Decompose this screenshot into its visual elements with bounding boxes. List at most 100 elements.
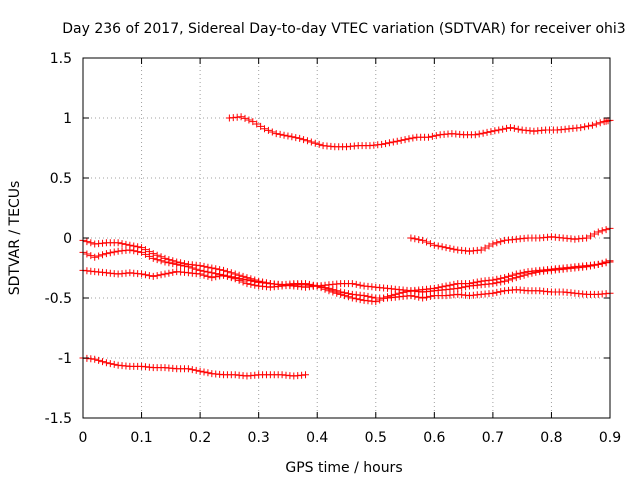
data-point — [276, 130, 284, 138]
data-point — [405, 135, 413, 143]
data-point — [479, 129, 487, 137]
data-point — [302, 371, 310, 379]
data-point — [257, 122, 265, 130]
data-point — [356, 281, 364, 289]
data-point — [333, 287, 341, 295]
grid — [83, 58, 610, 418]
data-point — [514, 125, 522, 133]
data-point — [499, 125, 507, 133]
data-point — [586, 262, 594, 270]
data-point — [602, 226, 610, 234]
data-point — [489, 280, 497, 288]
data-point — [592, 120, 600, 128]
data-point — [157, 257, 165, 265]
x-tick-label: 0.8 — [540, 430, 562, 446]
data-point — [241, 114, 249, 122]
data-point — [532, 268, 540, 276]
data-point — [583, 263, 591, 271]
data-point — [501, 277, 509, 285]
data-point — [134, 248, 142, 256]
data-point — [393, 137, 401, 145]
data-point — [200, 368, 208, 376]
data-point — [577, 124, 585, 132]
x-tick-label: 0.9 — [599, 430, 621, 446]
data-point — [196, 270, 204, 278]
data-point — [126, 246, 134, 254]
data-point — [83, 250, 91, 258]
data-point — [497, 288, 505, 296]
data-point — [106, 249, 114, 257]
data-point — [149, 272, 157, 280]
data-point — [454, 284, 462, 292]
x-axis-label: GPS time / hours — [285, 460, 402, 476]
data-point — [341, 289, 349, 297]
data-point — [91, 355, 99, 363]
y-axis-label: SDTVAR / TECUs — [7, 181, 23, 296]
data-point — [516, 272, 524, 280]
ticks: 0 0.1 0.2 0.3 0.4 0.5 0.6 0.7 0.8 0.9 -1.5 -1 -0.5 0 0… — [45, 51, 621, 446]
data-point — [506, 124, 514, 132]
data-point — [583, 234, 591, 242]
data-point — [423, 293, 431, 301]
data-point — [145, 252, 153, 260]
data-point — [169, 260, 177, 268]
data-point — [253, 120, 261, 128]
data-point — [153, 256, 161, 264]
y-tick-label: 0.5 — [50, 171, 72, 187]
data-point — [110, 360, 118, 368]
data-point — [196, 367, 204, 375]
data-point — [245, 116, 253, 124]
y-tick-label: -0.5 — [45, 291, 72, 307]
data-point — [288, 133, 296, 141]
x-tick-label: 0 — [79, 430, 88, 446]
data-point — [442, 244, 450, 252]
data-point — [415, 293, 423, 301]
data-point — [95, 356, 103, 364]
data-point — [325, 284, 333, 292]
data-point — [497, 238, 505, 246]
data-point — [495, 126, 503, 134]
data-point — [434, 242, 442, 250]
x-tick-label: 0.7 — [482, 430, 504, 446]
data-point — [300, 136, 308, 144]
data-point — [292, 134, 300, 142]
data-point — [165, 259, 173, 267]
data-point — [122, 240, 130, 248]
data-point — [99, 251, 107, 259]
data-point — [200, 271, 208, 279]
data-point — [505, 276, 513, 284]
data-point — [184, 365, 192, 373]
data-point — [118, 240, 126, 248]
data-point — [503, 124, 511, 132]
data-point — [212, 273, 220, 281]
data-point — [462, 283, 470, 291]
data-point — [475, 130, 483, 138]
data-point — [188, 366, 196, 374]
data-point — [192, 366, 200, 374]
data-point — [329, 286, 337, 294]
data-point — [364, 292, 372, 300]
data-point — [401, 136, 409, 144]
data-point — [169, 268, 177, 276]
data-point — [223, 272, 231, 280]
data-point — [247, 280, 255, 288]
x-tick-label: 0.5 — [365, 430, 387, 446]
data-point — [99, 358, 107, 366]
data-point — [590, 261, 598, 269]
data-point — [438, 243, 446, 251]
data-point — [315, 140, 323, 148]
x-tick-label: 0.2 — [189, 430, 211, 446]
data-point — [87, 252, 95, 260]
x-tick-label: 0.6 — [423, 430, 445, 446]
y-tick-label: -1 — [58, 351, 72, 367]
data-point — [165, 269, 173, 277]
data-point — [235, 276, 243, 284]
data-point — [588, 121, 596, 129]
data-layer — [79, 113, 614, 380]
data-point — [243, 280, 251, 288]
data-point — [208, 274, 216, 282]
data-point — [239, 278, 247, 286]
data-point — [204, 369, 212, 377]
data-point — [493, 288, 501, 296]
